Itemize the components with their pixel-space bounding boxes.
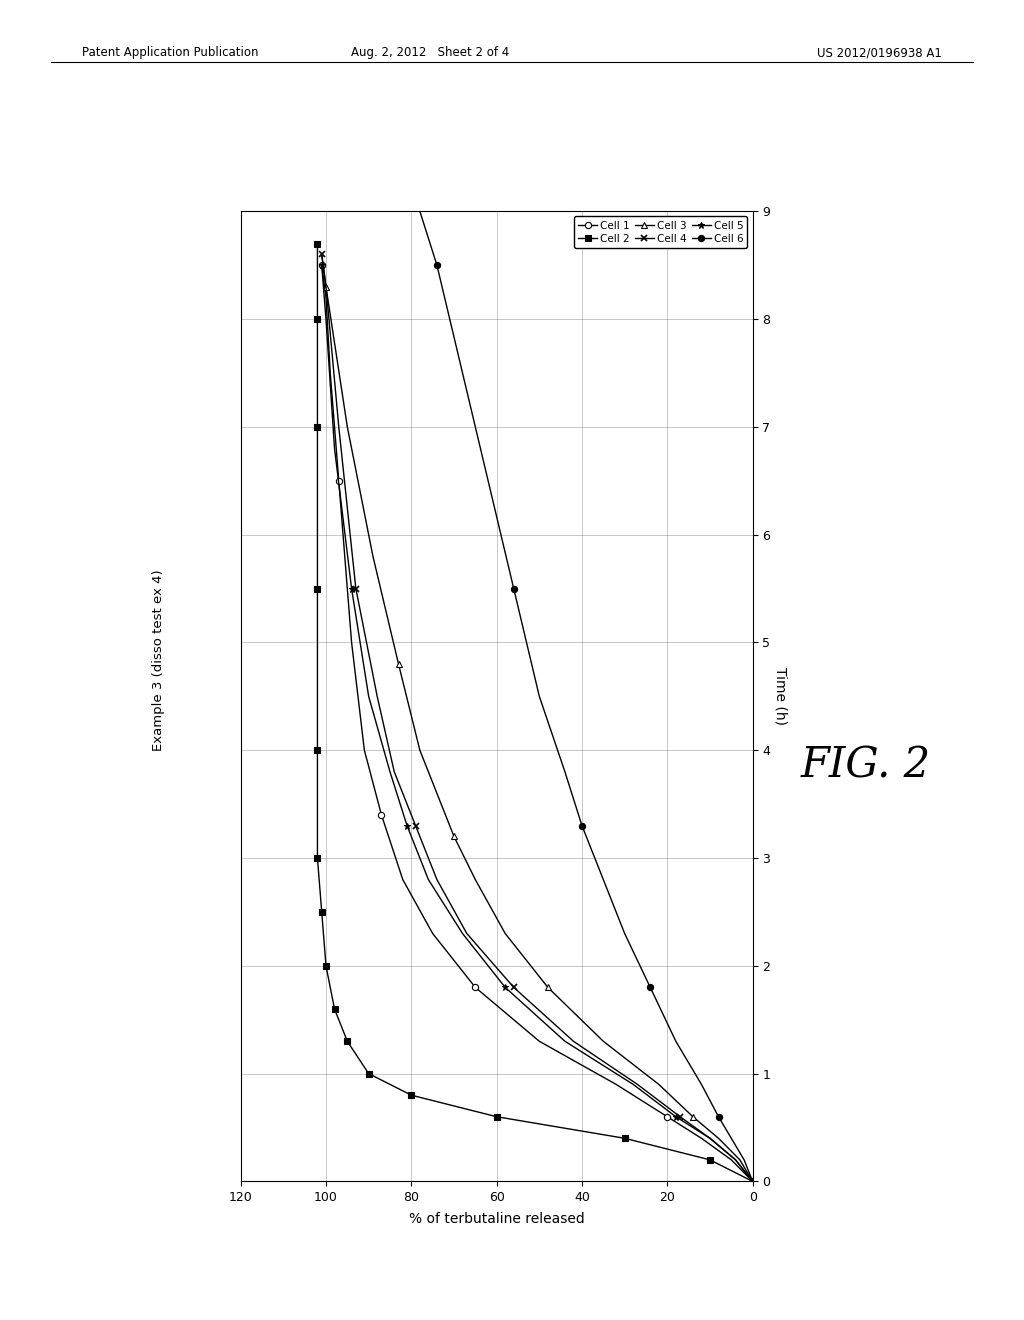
Legend: Cell 1, Cell 2, Cell 3, Cell 4, Cell 5, Cell 6: Cell 1, Cell 2, Cell 3, Cell 4, Cell 5, …	[574, 216, 748, 248]
X-axis label: % of terbutaline released: % of terbutaline released	[409, 1213, 585, 1226]
Text: Example 3 (disso test ex 4): Example 3 (disso test ex 4)	[153, 569, 165, 751]
Text: Patent Application Publication: Patent Application Publication	[82, 46, 258, 59]
Text: US 2012/0196938 A1: US 2012/0196938 A1	[817, 46, 942, 59]
Text: FIG. 2: FIG. 2	[800, 744, 931, 787]
Text: Aug. 2, 2012   Sheet 2 of 4: Aug. 2, 2012 Sheet 2 of 4	[351, 46, 509, 59]
Y-axis label: Time (h): Time (h)	[773, 668, 787, 725]
